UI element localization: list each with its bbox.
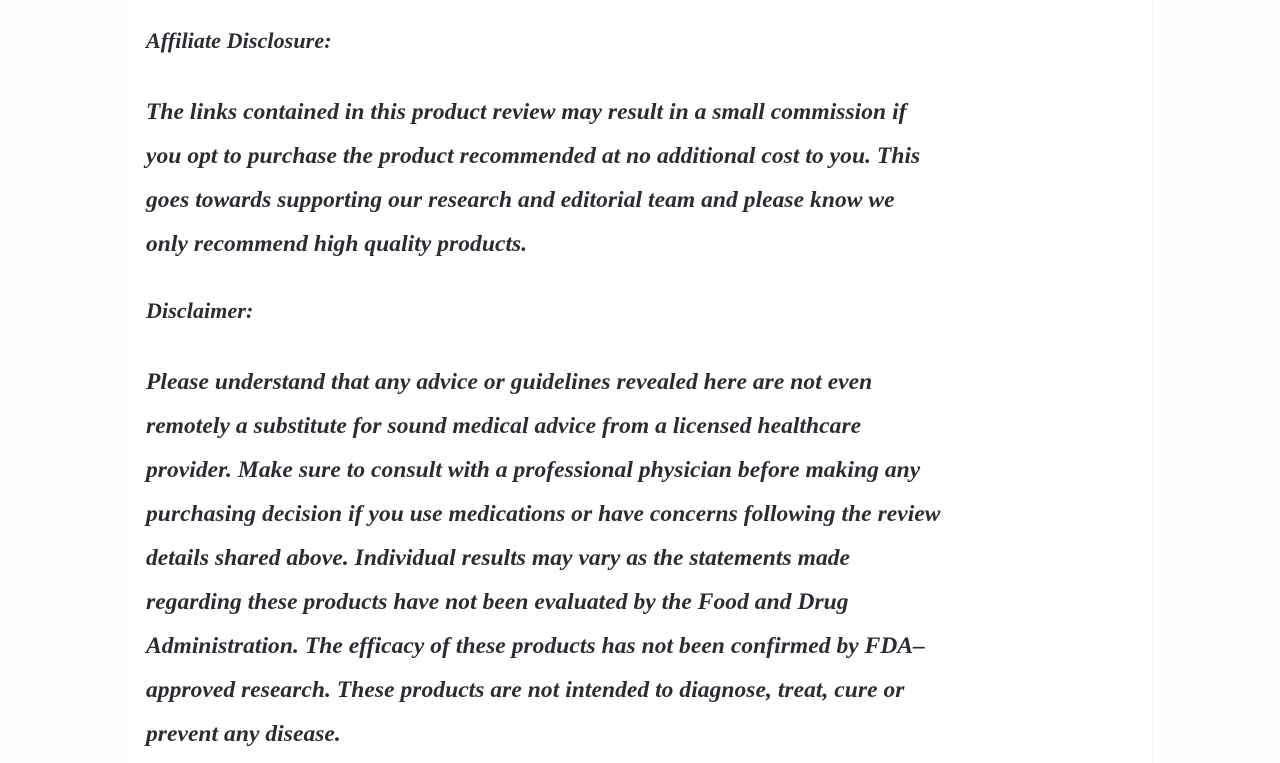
right-margin-gutter (1154, 0, 1280, 763)
article-content-column (131, 0, 1153, 763)
left-margin-gutter (0, 0, 131, 763)
affiliate-disclosure-heading: Affiliate Disclosure: (146, 28, 332, 53)
disclaimer-paragraph: Please understand that any advice or gui… (146, 369, 941, 747)
affiliate-disclosure-paragraph: The links contained in this product revi… (146, 99, 921, 257)
disclaimer-heading: Disclaimer: (146, 298, 254, 323)
